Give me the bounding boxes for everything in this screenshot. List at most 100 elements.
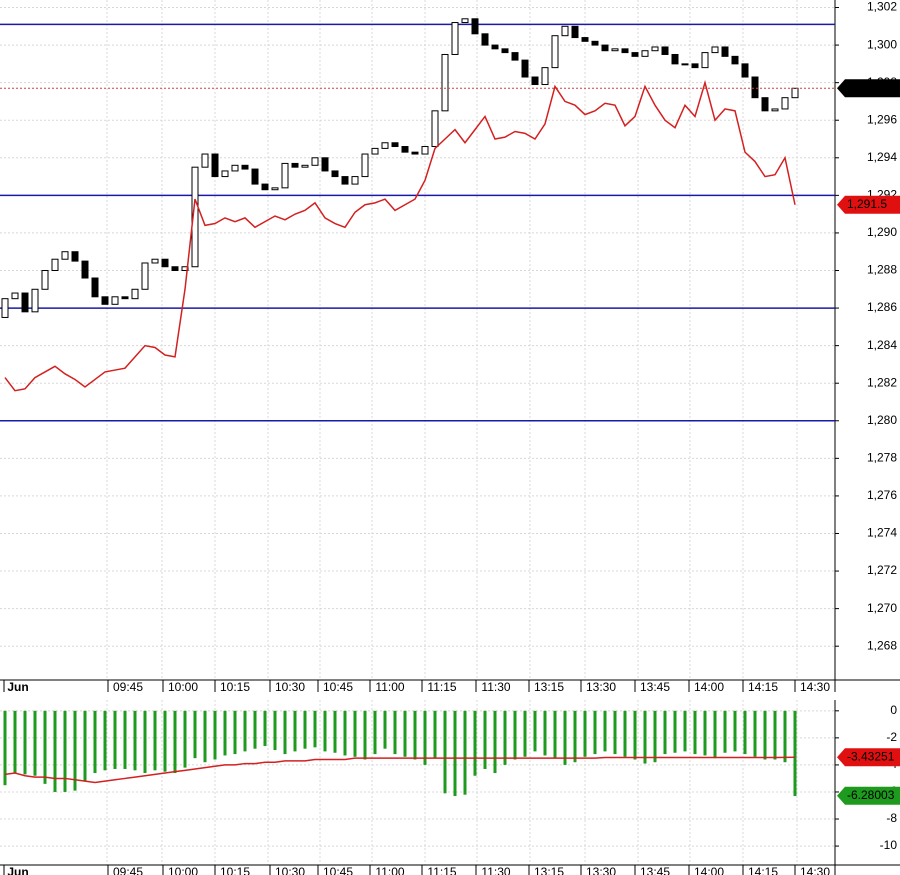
y-tick-label: 1,278 [867, 451, 897, 465]
candle [521, 59, 529, 78]
price-tag [837, 786, 900, 805]
y-tick-label: 1,294 [867, 150, 897, 164]
price-tag [837, 79, 900, 98]
bar [83, 710, 87, 782]
x-tick-label: Jun [7, 680, 28, 694]
y-tick-label: 1,284 [867, 338, 897, 352]
x-tick-label: Jun [7, 865, 28, 875]
bar [243, 710, 247, 752]
candle [541, 67, 549, 86]
bar [463, 710, 467, 795]
bar [253, 710, 257, 749]
bar [233, 710, 237, 755]
x-tick-label: 13:45 [640, 865, 670, 875]
x-tick-label: 10:30 [275, 865, 305, 875]
candle [151, 258, 159, 264]
bar [43, 710, 47, 784]
candle [261, 183, 269, 191]
x-tick-label: 14:30 [800, 865, 830, 875]
x-tick-label: 11:30 [481, 865, 510, 875]
candle [211, 153, 219, 178]
y-tick-label: 1,276 [867, 488, 897, 502]
candle [561, 25, 569, 37]
x-tick-label: 13:15 [534, 680, 564, 694]
candle [291, 162, 299, 168]
candle [711, 46, 719, 54]
bar [173, 710, 177, 774]
bar [303, 710, 307, 749]
candle [201, 153, 209, 168]
x-tick-label: 13:30 [586, 865, 616, 875]
candle [471, 18, 479, 35]
candle [501, 48, 509, 54]
candle [91, 277, 99, 298]
bar [783, 710, 787, 763]
candle [341, 176, 349, 185]
x-tick-label: 10:15 [220, 865, 250, 875]
bar [483, 710, 487, 769]
candle [661, 46, 669, 55]
bar [223, 710, 227, 756]
candle [761, 97, 769, 112]
bar [433, 710, 437, 759]
bar [563, 710, 567, 765]
bar [553, 710, 557, 759]
bar [603, 710, 607, 752]
candle [141, 262, 149, 290]
bar [503, 710, 507, 765]
candle [611, 48, 619, 52]
candle [581, 37, 589, 42]
y-tick-label: 1,290 [867, 225, 897, 239]
candle [11, 292, 19, 300]
candle [31, 288, 39, 313]
bar [413, 710, 417, 760]
candle [651, 46, 659, 52]
candle [771, 108, 779, 112]
bar [633, 710, 637, 760]
bar [143, 710, 147, 774]
y-tick-label: 1,296 [867, 112, 897, 126]
bar [623, 710, 627, 757]
y-tick-label: 1,302 [867, 0, 897, 14]
bar [383, 710, 387, 749]
bar [13, 710, 17, 774]
bar [393, 710, 397, 755]
bar [123, 710, 127, 769]
candle [401, 146, 409, 153]
candle [1, 298, 9, 318]
bar [373, 710, 377, 755]
candle [671, 53, 679, 65]
candle [751, 76, 759, 99]
bar [403, 710, 407, 757]
bar [513, 710, 517, 760]
bar [443, 710, 447, 794]
x-tick-label: 11:30 [481, 680, 510, 694]
candle [701, 52, 709, 69]
bar [473, 710, 477, 776]
bar [653, 710, 657, 763]
bar [33, 710, 37, 776]
bar [153, 710, 157, 771]
bar [533, 710, 537, 752]
bar [543, 710, 547, 756]
y-tick-label: -10 [880, 838, 898, 852]
candle [721, 46, 729, 57]
x-tick-label: 11:15 [427, 680, 456, 694]
x-tick-label: 13:15 [534, 865, 564, 875]
candle [171, 266, 179, 271]
candle [121, 296, 129, 300]
x-tick-label: 14:00 [694, 680, 724, 694]
bar [23, 710, 27, 775]
candle [411, 151, 419, 155]
price-tag-label: 1,297.7 [847, 80, 887, 94]
bar [753, 710, 757, 757]
candle [311, 157, 319, 166]
bar [63, 710, 67, 792]
x-tick-label: 14:15 [748, 865, 778, 875]
bar [493, 710, 497, 774]
x-tick-label: 14:15 [748, 680, 778, 694]
candle [781, 97, 789, 110]
x-tick-label: 10:30 [275, 680, 305, 694]
candle [631, 52, 639, 57]
